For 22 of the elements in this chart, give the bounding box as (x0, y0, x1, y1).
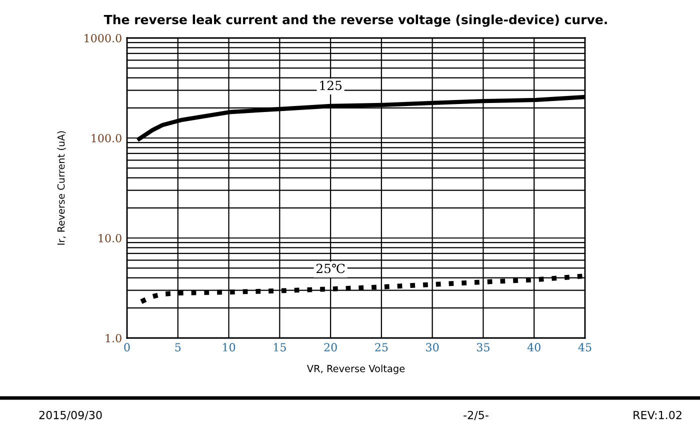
x-tick-label: 35 (477, 343, 490, 352)
y-tick-label: 10.0 (98, 234, 122, 242)
x-tick-label: 40 (527, 343, 540, 352)
y-tick-label: 1000.0 (84, 34, 122, 42)
chart-title: The reverse leak current and the reverse voltage (single-device) curve. (104, 14, 607, 27)
series-label: 125 (320, 80, 342, 90)
y-tick-label: 1.0 (106, 334, 122, 342)
x-tick-label: 25 (375, 343, 388, 352)
x-tick-label: 45 (578, 343, 592, 352)
text: REV:1.02 (634, 410, 682, 420)
x-tick-label: 15 (274, 343, 286, 352)
x-axis-title: VR, Reverse Voltage (306, 364, 405, 374)
series-label: 25℃ (316, 264, 345, 274)
x-tick-label: 10 (223, 343, 236, 352)
text: 2015/09/30 (39, 410, 102, 420)
x-tick-label: 0 (124, 343, 130, 352)
x-tick-label: 5 (175, 343, 181, 352)
x-tick-label: 20 (324, 343, 337, 352)
y-tick-label: 100.0 (92, 134, 122, 142)
x-tick-label: 30 (426, 343, 439, 352)
text: -2/5- (464, 410, 488, 420)
y-axis-title: Ir, Reverse Current (uA) (57, 131, 66, 245)
